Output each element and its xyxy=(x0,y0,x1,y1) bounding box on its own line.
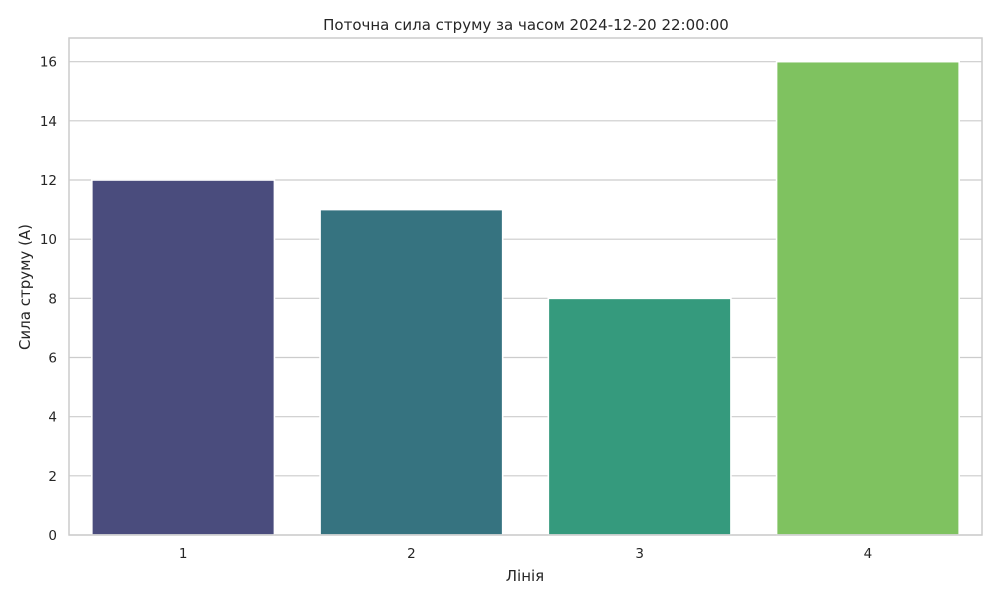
x-tick-label: 2 xyxy=(407,546,416,562)
y-tick-label: 8 xyxy=(48,291,57,307)
x-tick-label: 4 xyxy=(864,546,873,562)
bar-line-2 xyxy=(319,208,504,536)
y-axis-label: Сила струму (А) xyxy=(16,224,34,350)
x-axis-ticks: 1 2 3 4 xyxy=(179,546,872,562)
y-tick-label: 2 xyxy=(48,469,57,485)
x-tick-label: 1 xyxy=(179,546,188,562)
x-tick-label: 3 xyxy=(635,546,644,562)
chart-title: Поточна сила струму за часом 2024-12-20 … xyxy=(323,16,729,34)
x-axis-label: Лінія xyxy=(506,567,544,585)
y-tick-label: 0 xyxy=(48,528,57,544)
y-tick-label: 14 xyxy=(40,114,57,130)
y-tick-label: 10 xyxy=(40,232,57,248)
plot-frame xyxy=(68,37,983,536)
bars xyxy=(91,60,960,536)
y-tick-label: 12 xyxy=(40,173,57,189)
bar-line-4 xyxy=(775,60,960,536)
bar-line-3 xyxy=(547,297,732,536)
y-tick-label: 16 xyxy=(40,55,57,71)
y-axis-ticks: 0 2 4 6 8 10 12 14 16 xyxy=(40,55,57,544)
y-tick-label: 4 xyxy=(48,410,57,426)
bar-line-1 xyxy=(91,179,276,536)
y-tick-label: 6 xyxy=(48,351,57,367)
